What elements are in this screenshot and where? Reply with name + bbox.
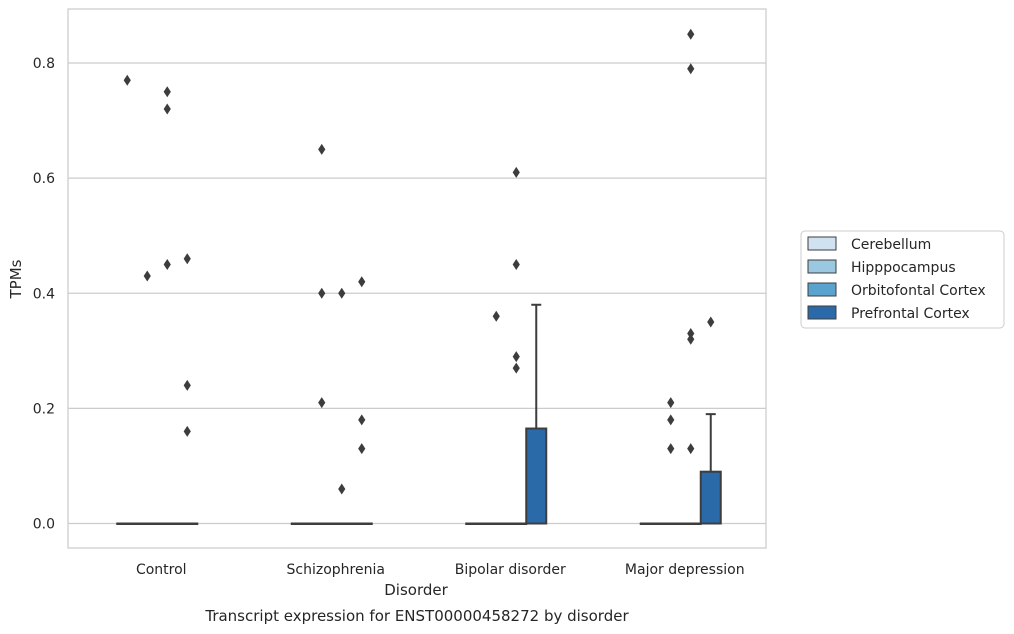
outlier-point xyxy=(338,483,346,495)
outlier-point xyxy=(512,166,520,178)
box-series xyxy=(116,303,722,525)
y-axis-ticks: 0.0 0.2 0.4 0.6 0.8 xyxy=(33,56,55,533)
outlier-point xyxy=(163,86,171,98)
outlier-point xyxy=(163,258,171,270)
outlier-point xyxy=(667,397,675,409)
y-tick-label: 0.4 xyxy=(33,286,55,302)
box xyxy=(176,522,199,525)
box xyxy=(290,522,313,525)
outlier-point xyxy=(318,143,326,155)
box xyxy=(485,522,508,525)
outlier-point xyxy=(687,328,695,340)
legend-swatch xyxy=(807,305,837,320)
box-rect xyxy=(525,427,548,525)
legend-swatch xyxy=(807,282,837,297)
box xyxy=(330,522,353,525)
x-tick-label: Control xyxy=(136,562,187,578)
outlier-point xyxy=(338,287,346,299)
legend-label: Hipppocampus xyxy=(851,260,956,276)
x-tick-label: Schizophrenia xyxy=(287,562,385,578)
outlier-point xyxy=(687,333,695,345)
outlier-point xyxy=(318,287,326,299)
outlier-point xyxy=(183,379,191,391)
outlier-point xyxy=(358,276,366,288)
outlier-point xyxy=(512,258,520,270)
grid-lines xyxy=(68,62,766,525)
box xyxy=(156,522,179,525)
box xyxy=(679,522,702,525)
y-axis-label: TPMs xyxy=(7,259,25,299)
legend-label: Orbitofontal Cortex xyxy=(851,283,986,299)
legend-label: Cerebellum xyxy=(851,237,931,253)
outlier-point xyxy=(687,28,695,40)
outlier-point xyxy=(183,425,191,437)
x-axis-ticks: Control Schizophrenia Bipolar disorder Majo… xyxy=(136,562,745,578)
x-axis-label: Disorder xyxy=(384,581,448,599)
legend: Cerebellum Hipppocampus Orbitofontal Corte… xyxy=(800,230,1005,329)
box xyxy=(639,522,662,525)
outlier-points xyxy=(123,28,715,495)
chart-caption: Transcript expression for ENST0000045827… xyxy=(204,607,629,625)
box xyxy=(659,522,682,525)
x-tick-label: Major depression xyxy=(625,562,745,578)
box xyxy=(136,522,159,525)
legend-swatch xyxy=(807,236,837,251)
outlier-point xyxy=(358,414,366,426)
box xyxy=(350,522,373,525)
box xyxy=(525,303,548,525)
plot-area-frame xyxy=(67,8,767,549)
y-tick-label: 0.8 xyxy=(33,56,55,72)
legend-swatch xyxy=(807,259,837,274)
outlier-point xyxy=(667,443,675,455)
legend-label: Prefrontal Cortex xyxy=(851,306,970,322)
outlier-point xyxy=(707,316,715,328)
outlier-point xyxy=(143,270,151,282)
box xyxy=(116,522,139,525)
outlier-point xyxy=(512,351,520,363)
y-tick-label: 0.2 xyxy=(33,401,55,417)
box-rect xyxy=(699,470,722,525)
box xyxy=(699,413,722,525)
outlier-point xyxy=(163,103,171,115)
x-tick-label: Bipolar disorder xyxy=(455,562,566,578)
outlier-point xyxy=(358,443,366,455)
outlier-point xyxy=(512,362,520,374)
outlier-point xyxy=(687,443,695,455)
box xyxy=(310,522,333,525)
y-tick-label: 0.0 xyxy=(33,517,55,533)
legend-frame xyxy=(800,230,1005,329)
box xyxy=(465,522,488,525)
box xyxy=(505,522,528,525)
outlier-point xyxy=(492,310,500,322)
outlier-point xyxy=(667,414,675,426)
outlier-point xyxy=(318,397,326,409)
outlier-point xyxy=(183,253,191,265)
outlier-point xyxy=(123,74,131,86)
outlier-point xyxy=(687,63,695,75)
y-tick-label: 0.6 xyxy=(33,171,55,187)
